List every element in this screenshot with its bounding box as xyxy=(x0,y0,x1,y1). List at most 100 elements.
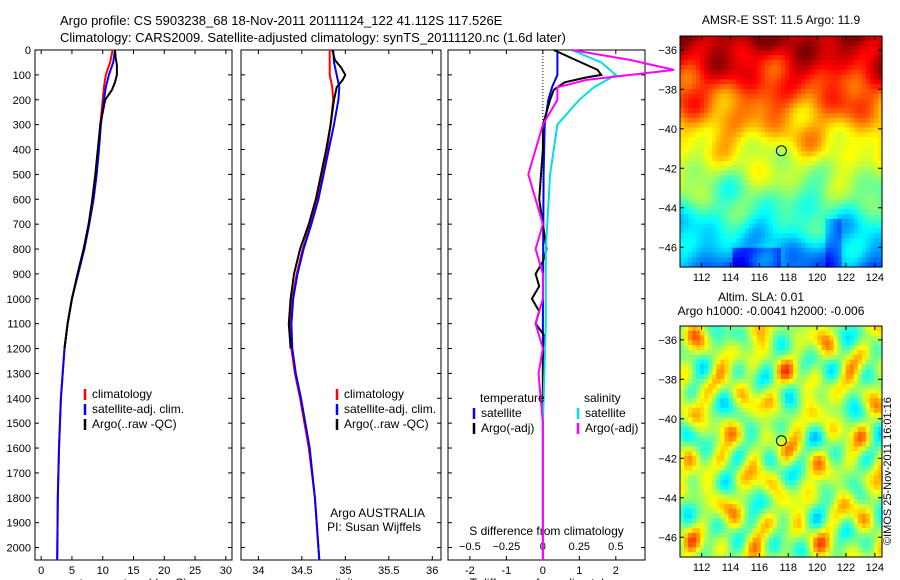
map-cell xyxy=(809,504,814,510)
map-cell xyxy=(833,446,839,452)
map-cell xyxy=(744,64,750,71)
map-cell xyxy=(696,374,701,380)
map-cell xyxy=(736,470,742,476)
map-cell xyxy=(873,504,879,510)
map-cell xyxy=(724,185,730,191)
map-cell xyxy=(865,508,871,515)
map-cell xyxy=(764,165,770,172)
map-cell xyxy=(776,252,782,258)
map-cell xyxy=(817,326,822,332)
map-cell xyxy=(853,537,859,544)
map-cell xyxy=(801,233,806,239)
map-cell xyxy=(853,238,859,244)
map-cell xyxy=(781,180,786,186)
map-cell xyxy=(805,156,810,162)
map-cell xyxy=(728,494,734,500)
map-cell xyxy=(716,117,721,124)
map-cell xyxy=(837,518,843,524)
map-cell xyxy=(760,146,766,153)
map-cell xyxy=(728,79,734,85)
map-cell xyxy=(772,60,778,66)
map-cell xyxy=(776,132,782,138)
map-cell xyxy=(809,199,814,206)
map-cell xyxy=(772,199,778,206)
map-cell xyxy=(692,364,697,370)
map-cell xyxy=(756,151,762,157)
map-cell xyxy=(785,398,790,404)
map-cell xyxy=(688,223,693,230)
map-cell xyxy=(696,45,701,52)
map-cell xyxy=(877,113,883,119)
map-cell xyxy=(861,141,867,148)
map-cell xyxy=(740,108,746,114)
map-cell xyxy=(845,137,851,143)
map-cell xyxy=(809,103,814,109)
map-cell xyxy=(865,369,871,375)
map-cell xyxy=(813,132,818,138)
map-cell xyxy=(805,170,810,177)
map-cell xyxy=(688,218,693,225)
map-cell xyxy=(833,451,839,457)
map-cell xyxy=(825,499,831,505)
map-cell xyxy=(841,141,847,148)
map-cell xyxy=(841,175,847,181)
map-cell xyxy=(837,132,843,138)
map-cell xyxy=(684,330,689,337)
map-cell xyxy=(833,359,839,366)
map-cell xyxy=(764,180,770,186)
map-cell xyxy=(776,508,782,515)
map-cell xyxy=(873,257,879,263)
map-cell xyxy=(716,499,721,505)
map-cell xyxy=(740,523,746,529)
map-cell xyxy=(696,113,701,119)
map-cell xyxy=(841,326,847,332)
map-cell xyxy=(740,218,746,225)
map-cell xyxy=(704,242,709,249)
map-cell xyxy=(752,326,758,332)
map-cell xyxy=(817,465,822,471)
map-cell xyxy=(789,247,794,254)
map-cell xyxy=(680,108,685,114)
map-cell xyxy=(704,441,709,447)
map-cell xyxy=(781,64,786,71)
map-cell xyxy=(708,364,713,370)
map-cell xyxy=(756,165,762,172)
map-cell xyxy=(748,252,754,258)
map-cell xyxy=(776,431,782,438)
map-cell xyxy=(692,127,697,133)
map-cell xyxy=(736,340,742,346)
map-cell xyxy=(692,393,697,399)
map-cell xyxy=(680,518,685,524)
map-cell xyxy=(716,436,721,443)
map-cell xyxy=(861,451,867,457)
map-cell xyxy=(865,436,871,443)
map-cell xyxy=(744,79,750,85)
map-cell xyxy=(716,374,721,380)
map-cell xyxy=(716,214,721,220)
map-cell xyxy=(684,460,689,467)
map-cell xyxy=(785,388,790,394)
map-cell xyxy=(793,470,798,476)
map-cell xyxy=(877,108,883,114)
map-cell xyxy=(829,340,835,346)
map-cell xyxy=(865,170,871,177)
map-cell xyxy=(704,446,709,452)
map-cell xyxy=(700,460,705,467)
map-cell xyxy=(704,146,709,153)
map-cell xyxy=(857,79,863,85)
map-cell xyxy=(736,165,742,172)
map-cell xyxy=(720,484,726,491)
map-cell xyxy=(704,403,709,409)
map-cell xyxy=(861,340,867,346)
map-cell xyxy=(861,45,867,52)
series-line xyxy=(527,49,675,560)
map-cell xyxy=(789,388,794,394)
map-cell xyxy=(700,40,705,47)
map-cell xyxy=(781,93,786,100)
map-cell xyxy=(696,436,701,443)
map-cell xyxy=(813,436,818,443)
map-cell xyxy=(740,141,746,148)
map-cell xyxy=(724,484,730,491)
map-cell xyxy=(849,242,855,249)
map-cell xyxy=(744,398,750,404)
